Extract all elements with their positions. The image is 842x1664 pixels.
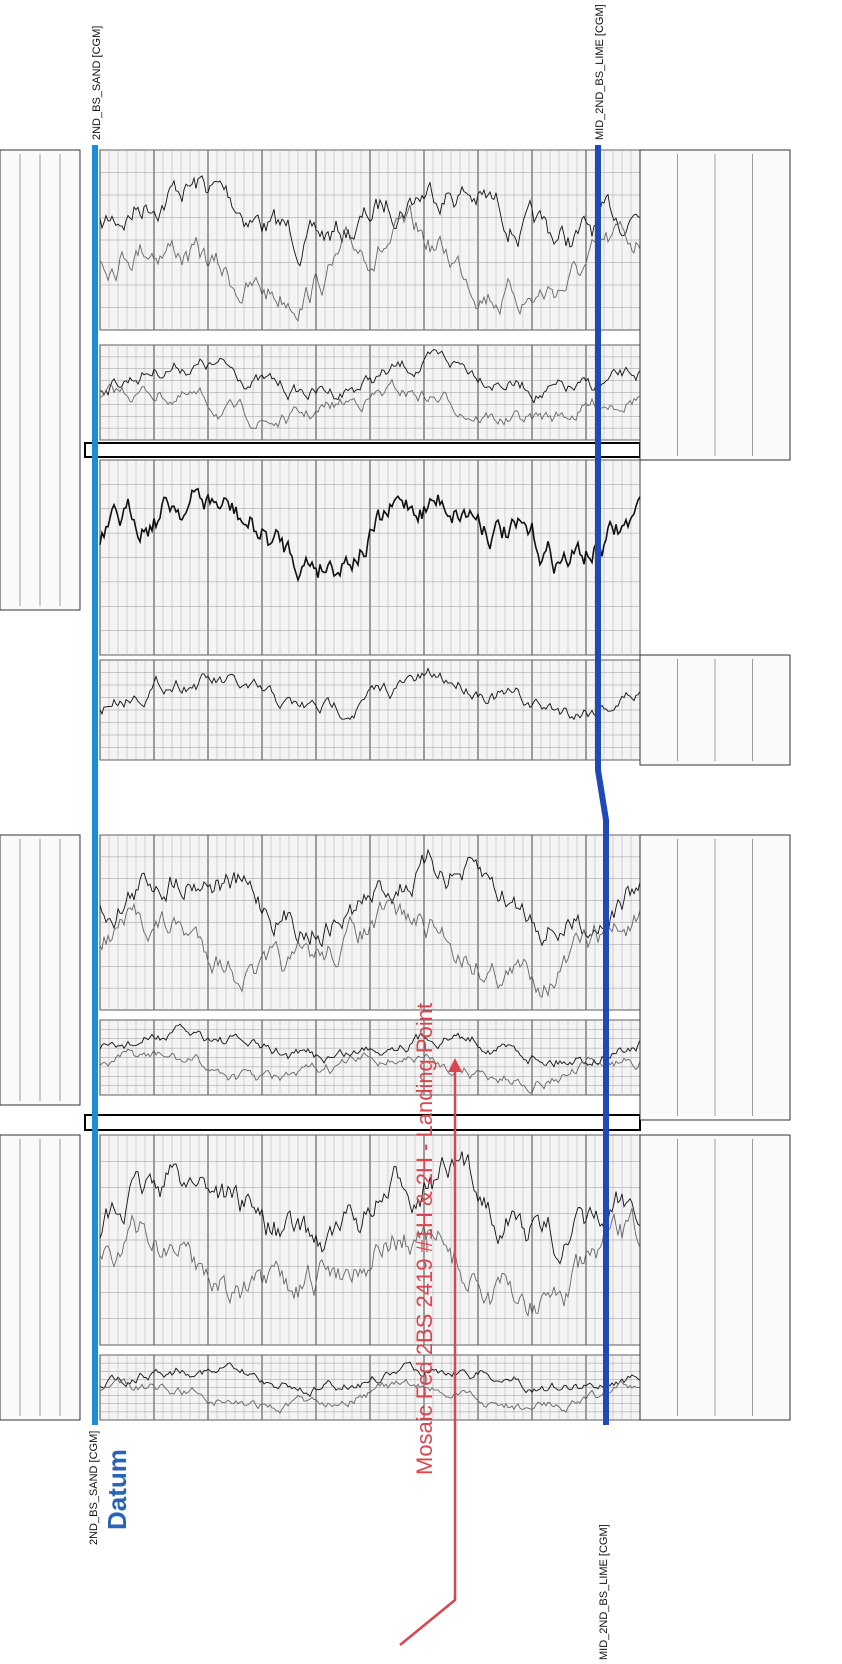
bottom-marker-line bbox=[595, 145, 609, 1425]
log-curve bbox=[99, 1048, 641, 1094]
log-curve bbox=[99, 1208, 641, 1318]
log-curve bbox=[99, 898, 641, 998]
log-curve bbox=[99, 1377, 641, 1414]
log-curve bbox=[99, 487, 641, 583]
bottom-marker-label-bottom: MID_2ND_BS_LIME [CGM] bbox=[598, 1524, 610, 1660]
log-curve bbox=[99, 667, 641, 721]
bottom-marker-label: MID_2ND_BS_LIME [CGM] bbox=[594, 4, 606, 140]
arrow-head bbox=[448, 1058, 462, 1072]
top-marker-label: 2ND_BS_SAND [CGM] bbox=[91, 26, 103, 140]
log-curve bbox=[99, 349, 641, 404]
log-curve bbox=[99, 848, 641, 948]
log-curve bbox=[99, 1361, 641, 1398]
landing-point-arrow bbox=[399, 1065, 457, 1646]
log-curve bbox=[99, 204, 641, 323]
top-marker-label-bottom: 2ND_BS_SAND [CGM] bbox=[88, 1431, 100, 1545]
log-curve bbox=[99, 1151, 641, 1265]
landing-point-label: Mosaic Fed 2BS 2419 #1H & 2H - Landing P… bbox=[412, 1003, 437, 1475]
depth-strip bbox=[84, 442, 641, 458]
log-tracks bbox=[0, 149, 791, 1421]
log-curve bbox=[99, 175, 641, 267]
depth-strip bbox=[84, 1114, 641, 1131]
log-curve bbox=[99, 1023, 641, 1068]
datum-label: Datum bbox=[102, 1449, 132, 1530]
log-curve bbox=[99, 378, 641, 430]
